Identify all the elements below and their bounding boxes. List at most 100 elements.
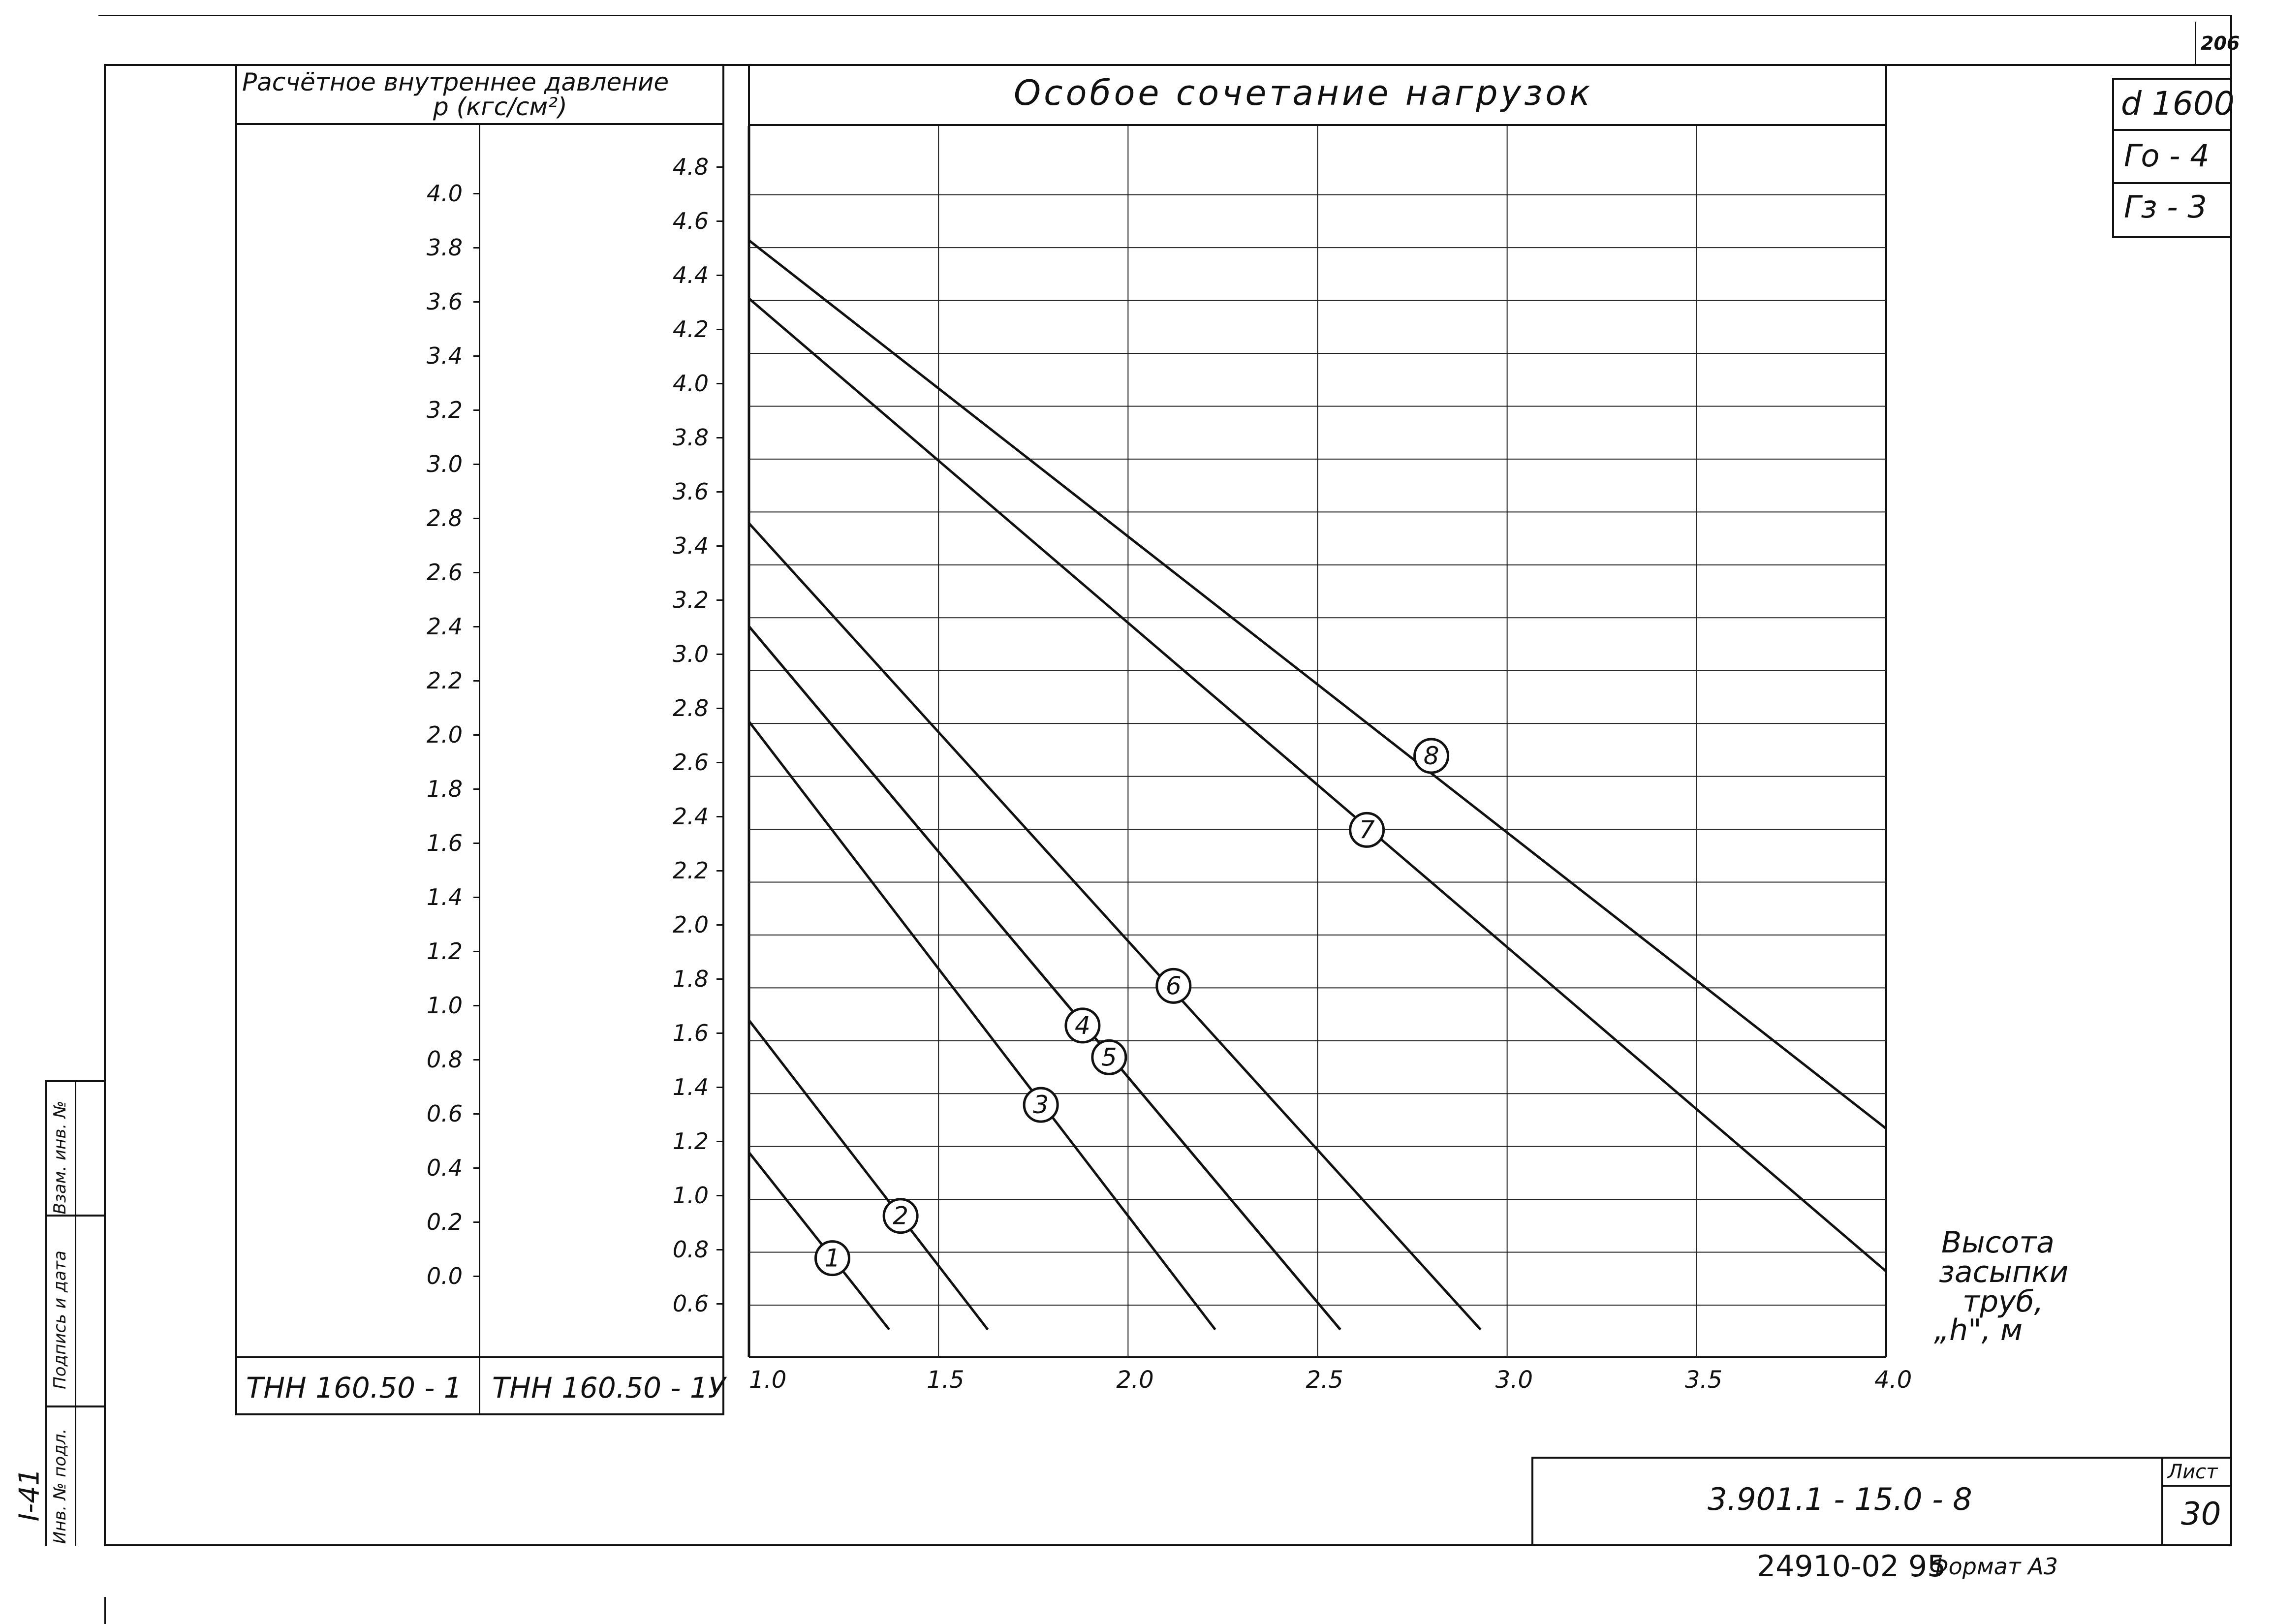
series-marker-1 [814, 1240, 850, 1277]
col2-tick-label: 0.6 [672, 1290, 709, 1317]
pressure-header-line1: Расчётное внутреннее давление [242, 68, 669, 96]
col2-tick-label: 2.0 [672, 911, 709, 938]
series-label-7: 7 [1359, 815, 1375, 844]
col1-tick-mark [473, 409, 480, 411]
ptable-right [722, 66, 724, 1415]
stamp-box-div1 [2112, 129, 2232, 131]
chart-title: Особое сочетание нагрузок [1014, 73, 1593, 113]
col1-tick-label: 3.2 [426, 397, 463, 423]
page-number-box-left [2195, 22, 2196, 66]
series-label-3: 3 [1033, 1091, 1049, 1119]
col2-tick-mark [716, 870, 723, 872]
titleblock-sheet-divider [2161, 1457, 2163, 1546]
series-marker-4 [1064, 1007, 1101, 1044]
col2-tick-label: 1.4 [672, 1074, 709, 1100]
col2-tick-mark [716, 816, 723, 817]
chart-series [748, 239, 1887, 1331]
stamp-box-bottom [2112, 236, 2232, 238]
col1-tick-mark [473, 355, 480, 357]
series-label-8: 8 [1424, 742, 1439, 770]
col1-tick-mark [473, 788, 480, 790]
col2-tick-label: 3.0 [672, 641, 709, 667]
col1-tick-label: 3.6 [426, 288, 463, 315]
series-marker-8 [1413, 738, 1450, 774]
col2-tick-mark [716, 654, 723, 655]
series-marker-3 [1023, 1087, 1059, 1123]
col1-tick-label: 0.0 [426, 1263, 463, 1289]
series-line-2 [748, 1019, 989, 1331]
chart-labels: 1 2 3 45 6 7 8 [814, 738, 1450, 1277]
col2-tick-mark [716, 166, 723, 168]
ptable-header-line [235, 123, 724, 125]
col2-tick-label: 0.8 [672, 1236, 709, 1263]
col2-tick-label: 2.2 [672, 857, 709, 884]
col1-tick-label: 2.8 [426, 505, 463, 531]
col2-tick-label: 3.8 [672, 424, 709, 451]
x-tick-label: 2.0 [1116, 1366, 1153, 1394]
chart-xticks: 1.0 1.5 2.0 2.5 3.0 3.5 4.0 [749, 1366, 1912, 1394]
col1-tick-label: 1.6 [426, 830, 463, 856]
chart-grid [747, 126, 1887, 1358]
ptable-left [235, 66, 237, 1415]
series-line-6 [748, 522, 1482, 1331]
x-tick-label: 3.0 [1495, 1366, 1533, 1394]
col2-tick-label: 1.0 [672, 1182, 709, 1209]
xlabel-line2: засыпки [1939, 1255, 2069, 1289]
col1-tick-mark [473, 680, 480, 682]
side-strip-mid [75, 1080, 76, 1546]
col1-tick-label: 0.4 [426, 1155, 463, 1181]
col1-tick-mark [473, 951, 480, 952]
sheet-label: Лист [2168, 1461, 2218, 1483]
title-bar-left [748, 66, 750, 126]
col1-tick-mark [473, 193, 480, 194]
col2-tick-label: 2.4 [672, 803, 709, 830]
col1-tick-label: 1.2 [426, 938, 463, 965]
xlabel-line3: труб, [1962, 1284, 2044, 1319]
col1-tick-label: 4.0 [426, 180, 463, 207]
titleblock-top [1531, 1457, 2232, 1459]
col1-tick-mark [473, 843, 480, 844]
col1-tick-label: 3.8 [426, 234, 463, 261]
col1-tick-mark [473, 247, 480, 249]
page-number-box-bottom [2195, 64, 2232, 65]
col2-tick-mark [716, 599, 723, 601]
footer-number: 24910-02 95 [1757, 1549, 1946, 1584]
x-tick-label: 2.5 [1306, 1366, 1343, 1394]
x-tick-label: 3.5 [1685, 1366, 1722, 1394]
col1-tick-label: 0.2 [426, 1209, 463, 1235]
series-marker-2 [882, 1198, 919, 1234]
col2-tick-mark [716, 1087, 723, 1088]
col1-tick-mark [473, 464, 480, 465]
col2-tick-mark [716, 978, 723, 980]
col1-tick-mark [473, 626, 480, 627]
title-bar-right [1885, 66, 1887, 126]
series-label-4: 4 [1075, 1011, 1090, 1040]
margin-tick [104, 1597, 106, 1624]
col2-tick-label: 4.2 [672, 316, 709, 343]
series-marker-5 [1091, 1039, 1127, 1075]
stamp-box-top [2112, 78, 2232, 80]
series-line-8 [748, 239, 1887, 1130]
col1-tick-mark [473, 1113, 480, 1115]
col1-tick-mark [473, 897, 480, 898]
col2-tick-mark [716, 924, 723, 926]
series-line-7 [748, 297, 1887, 1273]
series-line-1 [748, 1152, 890, 1331]
col1-tick-label: 1.0 [426, 992, 463, 1019]
col2-tick-mark [716, 762, 723, 763]
pressure-header-line2: p (кгс/см²) [433, 93, 567, 121]
col2-tick-label: 2.6 [672, 749, 709, 776]
doc-code: 3.901.1 - 15.0 - 8 [1708, 1481, 1972, 1517]
stamp-go: Го - 4 [2124, 138, 2210, 174]
col2-tick-label: 1.6 [672, 1020, 709, 1046]
col1-tick-label: 1.4 [426, 884, 463, 910]
col2-tick-label: 1.2 [672, 1128, 709, 1155]
series-line-5 [748, 625, 1341, 1331]
series-line-3 [748, 720, 1216, 1331]
series-label-2: 2 [893, 1202, 908, 1230]
col2-tick-label: 2.8 [672, 695, 709, 721]
col1-tick-mark [473, 518, 480, 519]
stamp-diameter: d 1600 [2121, 85, 2235, 123]
top-thin-line [98, 15, 2232, 16]
ptable-bottom [235, 1413, 724, 1415]
